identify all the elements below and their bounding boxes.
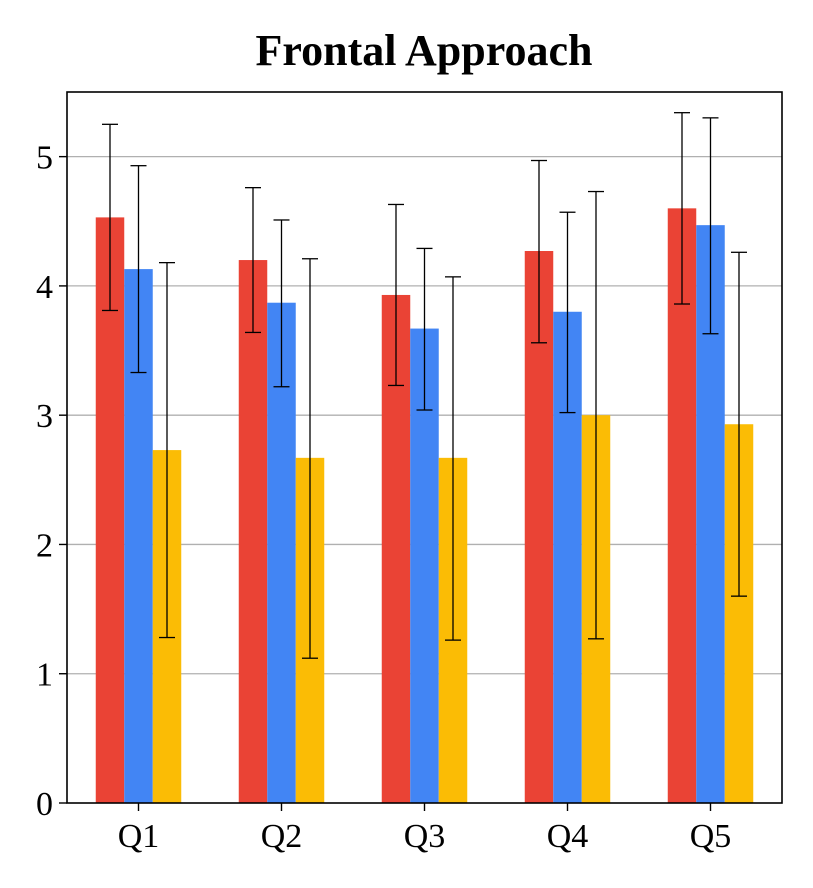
x-tick-label-Q2: Q2 [261, 818, 303, 855]
x-tick-label-Q1: Q1 [118, 818, 160, 855]
x-tick-label-Q3: Q3 [404, 818, 446, 855]
y-axis-ticks: 0 1 2 3 4 5 [36, 140, 67, 823]
error-bars [102, 112, 747, 659]
x-axis-ticks: Q1 Q2 Q3 Q4 Q5 [118, 803, 732, 855]
x-tick-label-Q4: Q4 [547, 818, 589, 855]
y-tick-label-2: 2 [36, 527, 53, 564]
y-tick-label-0: 0 [36, 786, 53, 823]
y-tick-label-1: 1 [36, 657, 53, 694]
bar-Q5-series-1 [667, 208, 697, 803]
y-tick-label-4: 4 [36, 269, 53, 306]
y-tick-label-3: 3 [36, 398, 53, 435]
x-tick-label-Q5: Q5 [690, 818, 732, 855]
chart-title: Frontal Approach [256, 26, 593, 75]
bar-Q1-series-1 [95, 217, 125, 804]
bar-Q2-series-1 [238, 260, 268, 803]
y-tick-label-5: 5 [36, 140, 53, 177]
